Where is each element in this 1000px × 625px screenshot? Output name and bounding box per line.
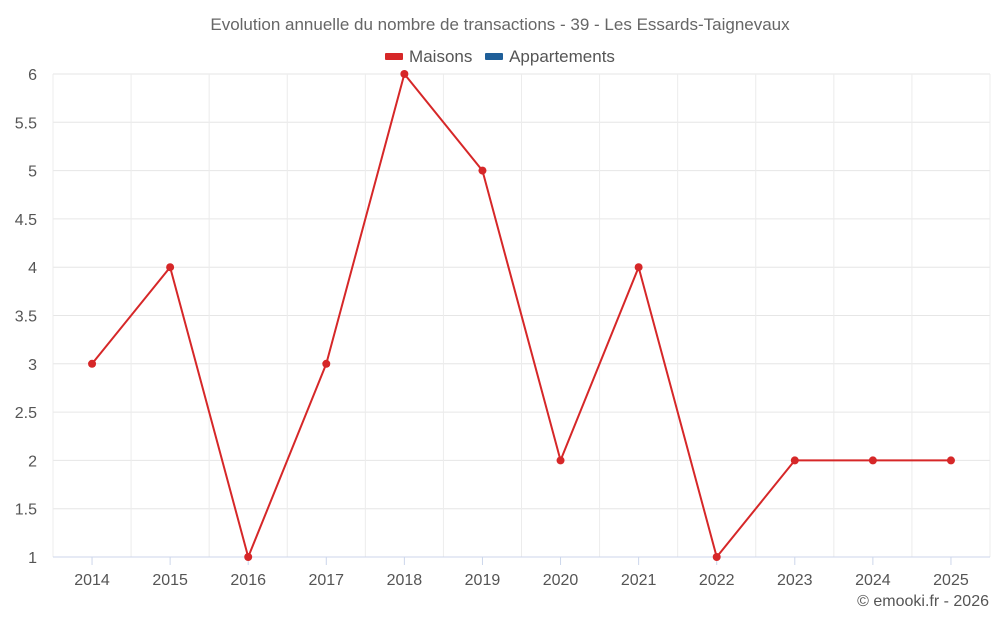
y-tick-label: 5	[28, 164, 37, 181]
data-point-maisons	[634, 263, 643, 272]
x-tick-label: 2025	[933, 572, 969, 589]
chart-title: Evolution annuelle du nombre de transact…	[210, 15, 790, 34]
data-point-maisons	[244, 553, 253, 561]
data-point-maisons	[166, 263, 175, 272]
data-point-maisons	[556, 456, 565, 465]
x-tick-label: 2018	[387, 572, 423, 589]
series-line-maisons	[91, 73, 951, 558]
y-tick-label: 2	[28, 453, 37, 470]
x-tick-label: 2021	[621, 572, 657, 589]
x-tick-label: 2019	[465, 572, 501, 589]
legend-label-appartements: Appartements	[509, 46, 615, 66]
data-point-maisons	[868, 456, 877, 465]
legend-item-maisons[interactable]: Maisons	[385, 47, 472, 67]
x-tick-label: 2015	[152, 572, 188, 589]
x-tick-label: 2020	[543, 572, 579, 589]
data-point-maisons	[790, 456, 799, 465]
data-point-maisons	[88, 359, 97, 368]
credit-text: © emooki.fr - 2026	[857, 593, 989, 610]
data-point-maisons	[400, 70, 409, 78]
legend-label-maisons: Maisons	[409, 46, 473, 66]
y-tick-label: 3	[28, 357, 37, 374]
legend-swatch-maisons	[385, 53, 404, 60]
x-tick-label: 2014	[74, 572, 110, 589]
data-point-maisons	[322, 359, 331, 368]
x-tick-label: 2024	[855, 572, 891, 589]
x-tick-label: 2017	[308, 572, 344, 589]
x-tick-label: 2022	[699, 572, 735, 589]
data-point-maisons	[478, 166, 487, 175]
y-tick-label: 6	[28, 67, 37, 84]
y-tick-label: 4.5	[15, 212, 37, 229]
y-tick-label: 5.5	[15, 115, 37, 132]
data-point-maisons	[946, 456, 955, 465]
legend-swatch-appartements	[485, 53, 504, 60]
data-point-maisons	[712, 553, 721, 561]
y-tick-label: 1	[28, 550, 37, 567]
y-tick-label: 1.5	[15, 502, 37, 519]
legend: Maisons Appartements	[0, 45, 1000, 67]
x-tick-label: 2023	[777, 572, 813, 589]
legend-item-appartements[interactable]: Appartements	[485, 47, 615, 67]
y-tick-label: 3.5	[15, 309, 37, 326]
y-tick-label: 4	[28, 260, 37, 277]
x-tick-label: 2016	[230, 572, 266, 589]
y-tick-label: 2.5	[15, 405, 37, 422]
